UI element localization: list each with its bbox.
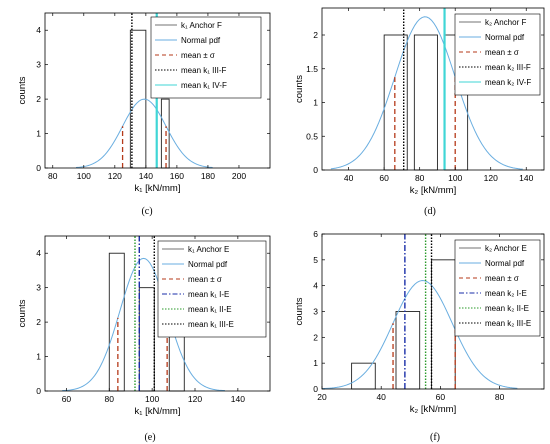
y-tick-label: 5 — [313, 255, 318, 265]
panel-caption: (d) — [424, 206, 436, 217]
x-tick-label: 40 — [344, 173, 354, 183]
x-tick-label: 20 — [317, 392, 327, 402]
legend-label: mean k₂ I-E — [485, 289, 527, 298]
y-tick-label: 3 — [36, 60, 41, 70]
x-tick-label: 100 — [145, 394, 159, 404]
x-tick-label: 60 — [379, 173, 389, 183]
x-tick-label: 200 — [232, 171, 246, 181]
y-tick-label: 0 — [313, 165, 318, 175]
x-tick-label: 80 — [48, 171, 58, 181]
panel-caption: (c) — [141, 206, 152, 217]
legend-box — [454, 239, 541, 337]
legend-label: Normal pdf — [181, 36, 221, 45]
legend-label: mean ± σ — [188, 275, 222, 284]
x-tick-label: 60 — [436, 392, 446, 402]
legend-label: mean k₁ II-E — [188, 305, 232, 314]
x-tick-label: 180 — [201, 171, 215, 181]
y-tick-label: 3 — [313, 307, 318, 317]
x-tick-label: 120 — [108, 171, 122, 181]
axes-frame — [321, 7, 545, 171]
legend-label: mean k₂ II-E — [485, 304, 529, 313]
x-tick-label: 100 — [77, 171, 91, 181]
legend-label: mean k₁ I-E — [188, 290, 229, 299]
legend-label: mean ± σ — [485, 274, 519, 283]
x-axis-label: k₂ [kN/mm] — [410, 185, 456, 196]
normal-pdf-curve — [330, 16, 523, 170]
x-tick-label: 120 — [484, 173, 498, 183]
y-axis-label: counts — [17, 299, 28, 327]
legend-label: mean k₁ III-F — [181, 66, 226, 75]
x-tick-label: 140 — [519, 173, 533, 183]
legend-box — [157, 240, 267, 338]
legend-label: mean ± σ — [485, 48, 519, 57]
y-axis-label: counts — [294, 75, 305, 103]
chart-panel-f: 20 40 60 80 0 1 2 3 4 5 6 k₂ [kN/mm] counts k₂ Anchor… — [294, 229, 545, 443]
y-tick-label: 4 — [313, 281, 318, 291]
legend-label: k₂ Anchor E — [485, 244, 527, 253]
x-axis-label: k₂ [kN/mm] — [410, 404, 456, 415]
x-axis-label: k₁ [kN/mm] — [135, 406, 181, 417]
x-tick-label: 140 — [139, 171, 153, 181]
x-tick-label: 80 — [105, 394, 115, 404]
histogram-bar — [413, 34, 438, 171]
chart-panel-e: 60 80 100 120 140 0 1 2 3 4 k₁ [kN/mm] counts k₁ Anc… — [17, 235, 271, 443]
normal-pdf-curve — [62, 257, 226, 392]
histogram-bar — [395, 311, 421, 390]
legend-label: mean ± σ — [181, 51, 215, 60]
legend-label: mean k₁ IV-F — [181, 81, 227, 90]
x-tick-label: 120 — [188, 394, 202, 404]
legend-label: mean k₁ III-E — [188, 320, 234, 329]
x-tick-label: 140 — [231, 394, 245, 404]
y-tick-label: 1 — [313, 98, 318, 108]
x-tick-label: 80 — [415, 173, 425, 183]
y-tick-label: 1 — [36, 352, 41, 362]
histogram-bar — [431, 259, 456, 390]
x-axis-label: k₁ [kN/mm] — [135, 183, 181, 194]
y-axis-label: counts — [17, 76, 28, 104]
panel-caption: (e) — [144, 432, 155, 443]
y-tick-label: 1 — [313, 358, 318, 368]
y-tick-label: 6 — [313, 229, 318, 239]
x-tick-label: 40 — [376, 392, 386, 402]
y-tick-label: 2 — [313, 30, 318, 40]
legend-label: k₁ Anchor E — [188, 245, 229, 254]
normal-pdf-curve — [321, 280, 518, 390]
y-tick-label: 4 — [36, 248, 41, 258]
legend-label: Normal pdf — [485, 259, 525, 268]
x-tick-label: 80 — [495, 392, 505, 402]
y-tick-label: 2 — [36, 317, 41, 327]
y-tick-label: 0 — [36, 163, 41, 173]
chart-panel-d: 40 60 80 100 120 140 0 0.5 1 1.5 2 k₂ [kN/mm] counts… — [294, 7, 545, 217]
y-tick-label: 0 — [36, 386, 41, 396]
legend-label: Normal pdf — [188, 260, 228, 269]
legend-label: mean k₂ III-F — [485, 63, 531, 72]
x-tick-label: 60 — [62, 394, 72, 404]
x-tick-label: 160 — [170, 171, 184, 181]
chart-panel-c: 80 100 120 140 160 180 200 0 1 2 3 4 k₁ [kN/mm] count… — [17, 12, 271, 217]
axes-frame — [44, 12, 271, 169]
normal-pdf-curve — [75, 98, 213, 169]
panel-caption: (f) — [430, 432, 440, 443]
y-tick-label: 4 — [36, 25, 41, 35]
y-tick-label: 1 — [36, 129, 41, 139]
y-tick-label: 2 — [313, 332, 318, 342]
y-axis-label: counts — [294, 297, 305, 325]
y-tick-label: 2 — [36, 94, 41, 104]
histogram-bar — [160, 98, 170, 169]
legend-label: mean k₂ IV-F — [485, 78, 531, 87]
histogram-bar — [351, 362, 376, 390]
legend-label: mean k₂ III-E — [485, 319, 531, 328]
axes-frame — [44, 235, 271, 392]
legend-label: k₁ Anchor F — [181, 21, 222, 30]
legend-label: k₂ Anchor F — [485, 18, 526, 27]
histogram-bar — [138, 287, 155, 392]
legend-label: Normal pdf — [485, 33, 525, 42]
y-tick-label: 3 — [36, 283, 41, 293]
y-tick-label: 0.5 — [306, 131, 318, 141]
x-tick-label: 100 — [448, 173, 462, 183]
y-tick-label: 1.5 — [306, 64, 318, 74]
y-tick-label: 0 — [313, 384, 318, 394]
